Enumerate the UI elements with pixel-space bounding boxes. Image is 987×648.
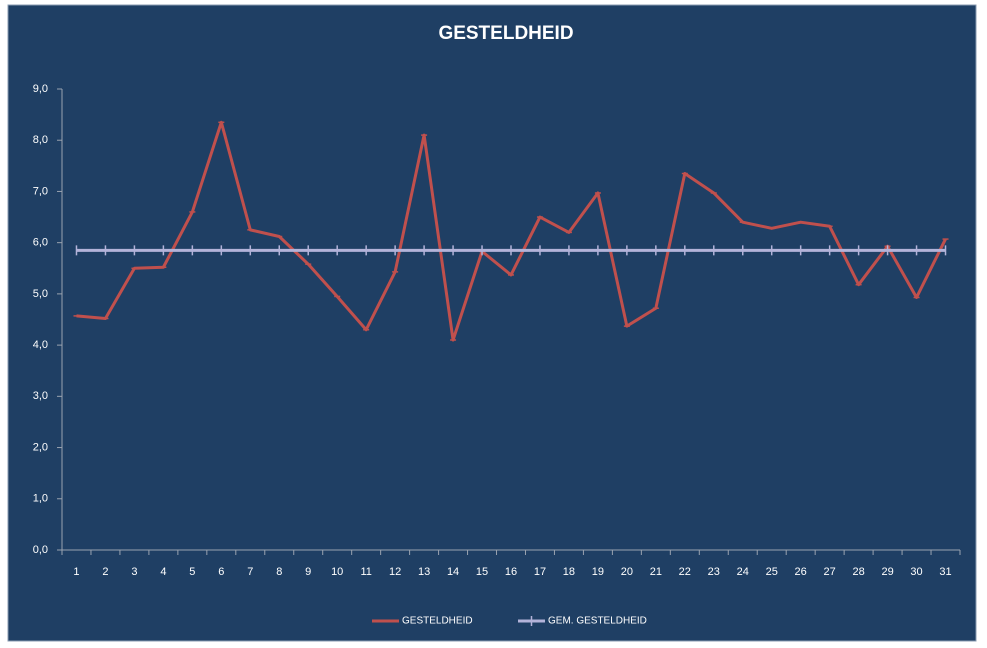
legend-label: GEM. GESTELDHEID (548, 616, 647, 627)
x-tick-label: 11 (360, 566, 371, 578)
x-tick-label: 6 (218, 566, 224, 578)
x-tick-label: 21 (650, 566, 662, 578)
x-tick-label: 4 (160, 566, 166, 578)
y-tick-label: 0,0 (33, 544, 48, 556)
x-tick-label: 13 (418, 566, 430, 578)
y-tick-label: 9,0 (33, 83, 48, 95)
y-tick-label: 2,0 (33, 441, 48, 453)
x-tick-label: 5 (189, 566, 195, 578)
x-tick-label: 30 (910, 566, 922, 578)
x-tick-label: 12 (389, 566, 401, 578)
x-tick-label: 31 (939, 566, 951, 578)
x-tick-label: 2 (102, 566, 108, 578)
x-tick-label: 22 (679, 566, 691, 578)
x-tick-label: 18 (563, 566, 575, 578)
x-tick-label: 29 (881, 566, 893, 578)
legend-label: GESTELDHEID (402, 616, 473, 627)
x-tick-label: 25 (766, 566, 778, 578)
x-tick-label: 16 (505, 566, 517, 578)
x-tick-label: 17 (534, 566, 546, 578)
x-tick-label: 19 (592, 566, 604, 578)
chart-title: GESTELDHEID (438, 23, 573, 44)
x-tick-label: 28 (852, 566, 864, 578)
y-tick-label: 6,0 (33, 237, 48, 249)
x-tick-label: 14 (447, 566, 459, 578)
x-tick-label: 10 (331, 566, 343, 578)
y-tick-label: 1,0 (33, 493, 48, 505)
x-tick-label: 9 (305, 566, 311, 578)
y-tick-label: 3,0 (33, 390, 48, 402)
x-tick-label: 15 (476, 566, 488, 578)
x-tick-label: 1 (73, 566, 79, 578)
x-tick-label: 27 (824, 566, 836, 578)
x-tick-label: 8 (276, 566, 282, 578)
x-tick-label: 3 (131, 566, 137, 578)
x-tick-label: 24 (737, 566, 749, 578)
y-tick-label: 4,0 (33, 339, 48, 351)
x-tick-label: 26 (795, 566, 807, 578)
chart-background (7, 4, 977, 642)
x-tick-label: 23 (708, 566, 720, 578)
x-tick-label: 20 (621, 566, 633, 578)
y-tick-label: 7,0 (33, 185, 48, 197)
y-tick-label: 5,0 (33, 288, 48, 300)
y-tick-label: 8,0 (33, 134, 48, 146)
x-tick-label: 7 (247, 566, 253, 578)
